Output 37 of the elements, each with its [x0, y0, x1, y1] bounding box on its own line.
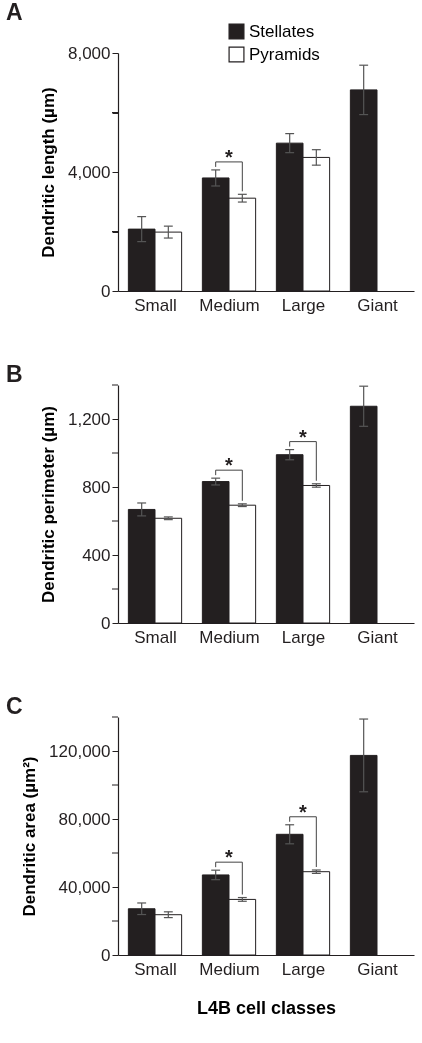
x-tick-label: Giant	[357, 627, 399, 647]
y-tick-label: 800	[82, 477, 111, 497]
y-axis-title: Dendritic area (µm²)	[20, 756, 40, 917]
annotation: *	[299, 425, 308, 448]
legend-label: Pyramids	[249, 44, 320, 64]
x-tick-label: Medium	[199, 295, 260, 315]
y-tick-label: 8,000	[67, 43, 111, 63]
y-tick-label: 0	[101, 613, 111, 633]
legend-label: Stellates	[249, 21, 315, 41]
x-tick-label: Large	[281, 959, 326, 979]
y-tick-label: 40,000	[58, 877, 111, 897]
x-tick-label: Small	[134, 295, 177, 315]
x-tick-label: Large	[281, 627, 326, 647]
y-axis-title: Dendritic length (µm)	[38, 87, 58, 258]
y-tick-label: 0	[101, 945, 111, 965]
annotation: *	[299, 800, 308, 823]
y-tick-label: 120,000	[49, 741, 111, 761]
x-tick-label: Giant	[357, 959, 399, 979]
y-tick-label: 400	[82, 545, 111, 565]
chart-title: C	[6, 692, 23, 719]
x-axis-title: L4B cell classes	[196, 997, 337, 1018]
y-tick-label: 4,000	[67, 162, 111, 182]
chart-title: B	[6, 360, 23, 387]
x-tick-label: Giant	[357, 295, 399, 315]
y-tick-label: 1,200	[67, 409, 111, 429]
chart-title: A	[6, 0, 23, 25]
x-tick-label: Medium	[199, 627, 260, 647]
annotation: *	[225, 846, 234, 869]
x-tick-label: Small	[134, 959, 177, 979]
x-tick-label: Small	[134, 627, 177, 647]
x-tick-label: Medium	[199, 959, 260, 979]
y-tick-label: 80,000	[58, 809, 111, 829]
x-tick-label: Large	[281, 295, 326, 315]
annotation: *	[225, 145, 234, 168]
annotation: *	[225, 454, 234, 477]
y-axis-title: Dendritic perimeter (µm)	[38, 406, 58, 603]
y-tick-label: 0	[101, 281, 111, 301]
